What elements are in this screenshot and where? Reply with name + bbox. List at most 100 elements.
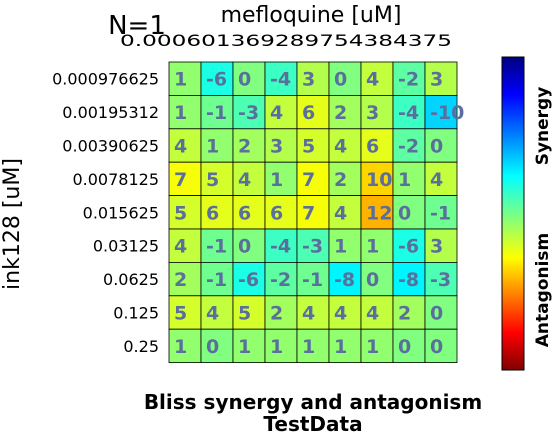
heatmap-cell-label: 4: [366, 69, 379, 91]
heatmap-cell: [264, 261, 298, 297]
heatmap-cell-label: -1: [206, 102, 227, 124]
heatmap-cell-label: 4: [302, 303, 315, 325]
heatmap-cell: [424, 261, 458, 297]
heatmap-cell-label: 1: [270, 336, 283, 358]
heatmap-cell: [168, 261, 202, 297]
heatmap-cell: [232, 228, 266, 263]
heatmap-cell-label: 0: [430, 136, 443, 158]
heatmap-cell-label: -2: [270, 269, 291, 291]
heatmap-cell: [296, 95, 330, 130]
heatmap-cell-label: -6: [398, 236, 419, 258]
heatmap-cell: [424, 195, 458, 230]
heatmap-cell-label: 3: [430, 69, 443, 91]
heatmap-cell: [392, 261, 426, 297]
heatmap-cell-label: -2: [398, 69, 419, 91]
heatmap-cell-label: 6: [206, 202, 219, 224]
x-axis-label: mefloquine [uM]: [221, 3, 402, 28]
heatmap-cell-label: 3: [270, 136, 283, 158]
heatmap-cell-label: 2: [398, 303, 411, 325]
heatmap-cell: [168, 95, 202, 130]
heatmap-cell-label: 1: [238, 336, 251, 358]
heatmap-cell-label: 0: [238, 69, 251, 91]
heatmap-cell: [328, 261, 362, 297]
heatmap-cell-label: -6: [206, 69, 227, 91]
heatmap-cell-labels: 1 -6 0 -4 3 0 4 -2 31 -1 -3 4 6 2 3 -4 -104 1 2 3 5 4 6 -2 07 5 4 1…: [174, 69, 464, 358]
y-tick-label: 0.00195312: [62, 103, 159, 122]
heatmap-cell-label: 0: [398, 202, 411, 224]
heatmap-cell-label: -3: [430, 269, 451, 291]
heatmap-cell: [424, 95, 458, 130]
heatmap-cell-label: 2: [238, 136, 251, 158]
y-tick-label: 0.0078125: [72, 170, 159, 189]
heatmap-cell: [232, 161, 266, 196]
y-tick-label: 0.015625: [83, 203, 159, 222]
heatmap-cell: [360, 228, 394, 263]
heatmap-cell-label: 3: [430, 236, 443, 258]
heatmap-cell: [424, 128, 458, 163]
heatmap-cell-label: 4: [334, 303, 347, 325]
heatmap-cell-label: 2: [270, 303, 283, 325]
heatmap-cell-label: 7: [302, 169, 315, 191]
heatmap-cell-label: 0: [398, 336, 411, 358]
chart-title-line-1: Bliss synergy and antagonism: [144, 390, 482, 414]
heatmap-cell-label: 0: [334, 69, 347, 91]
heatmap-cell: [360, 195, 394, 230]
heatmap-cell-label: 1: [302, 336, 315, 358]
heatmap-cell: [200, 161, 234, 196]
heatmap-cell-label: 10: [366, 169, 392, 191]
heatmap-cell-label: 1: [206, 136, 219, 158]
heatmap-cell: [392, 328, 426, 364]
heatmap-cell-label: -4: [270, 236, 291, 258]
heatmap-cell-label: 12: [366, 202, 392, 224]
heatmap-cell: [232, 95, 266, 130]
heatmap-cell: [264, 161, 298, 196]
heatmap-cell: [264, 228, 298, 263]
heatmap-cell: [328, 95, 362, 130]
heatmap-cell-label: 5: [174, 303, 187, 325]
heatmap-cell: [264, 328, 298, 364]
y-tick-label: 0.25: [123, 337, 159, 356]
heatmap-cell: [328, 128, 362, 163]
heatmap-cell-label: 4: [430, 169, 443, 191]
heatmap-cell-label: -3: [302, 236, 323, 258]
heatmap-cell-label: 3: [302, 69, 315, 91]
corner-label: N=1: [108, 11, 166, 41]
heatmap-cell: [264, 128, 298, 163]
heatmap-cell: [232, 61, 266, 96]
heatmap-cell-label: 6: [302, 102, 315, 124]
heatmap-cell-label: 3: [366, 102, 379, 124]
heatmap-cell: [424, 61, 458, 96]
y-tick-labels: 0.000976625 0.00195312 0.00390625 0.0078125…: [52, 70, 159, 356]
heatmap-cell-label: 1: [174, 102, 187, 124]
heatmap-cell: [168, 228, 202, 263]
heatmap-cell-label: 1: [174, 336, 187, 358]
heatmap-cell: [424, 295, 458, 330]
heatmap-cell-label: 4: [174, 136, 187, 158]
heatmap-cell-label: 6: [366, 136, 379, 158]
heatmap-cell-label: 6: [270, 202, 283, 224]
heatmap-cell: [392, 128, 426, 163]
heatmap-cell-label: 0: [430, 336, 443, 358]
y-axis-label: ink128 [uM]: [0, 158, 25, 290]
heatmap-cell: [168, 328, 202, 364]
heatmap-cell: [168, 61, 202, 96]
heatmap-cell-label: 4: [174, 236, 187, 258]
heatmap-cell-label: -4: [270, 69, 291, 91]
heatmap-cell-label: 0: [430, 303, 443, 325]
heatmap-cell: [200, 261, 234, 297]
chart-title-line-2: TestData: [263, 412, 362, 436]
y-tick-label: 0.125: [113, 304, 159, 323]
heatmap-cell-label: 5: [206, 169, 219, 191]
heatmap-cell: [360, 328, 394, 364]
heatmap-cell: [264, 95, 298, 130]
heatmap-cell: [232, 128, 266, 163]
heatmap-cell-label: 5: [238, 303, 251, 325]
heatmap-cell-label: 2: [334, 169, 347, 191]
heatmap-cell-label: -1: [206, 269, 227, 291]
heatmap-cell: [328, 328, 362, 364]
colorbar-top-label: Synergy: [533, 87, 553, 166]
heatmap-cell-label: -8: [334, 269, 355, 291]
heatmap-cell: [360, 95, 394, 130]
heatmap-cell: [200, 195, 234, 230]
